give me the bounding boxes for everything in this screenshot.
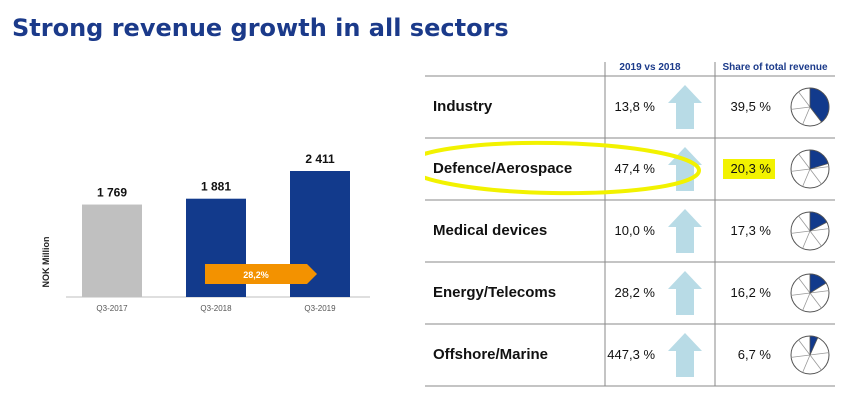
- pie-segment-line: [809, 354, 822, 371]
- share-value: 16,2 %: [730, 285, 771, 300]
- pie-segment-line: [809, 168, 822, 185]
- y-axis-label: NOK Million: [41, 237, 51, 288]
- pie-segment-line: [798, 153, 811, 170]
- pie-segment-line: [798, 339, 811, 356]
- growth-value: 28,2 %: [614, 285, 655, 300]
- pie-segment-line: [809, 352, 829, 356]
- column-header-share: Share of total revenue: [722, 62, 828, 73]
- growth-value: 10,0 %: [614, 223, 655, 238]
- share-pie-slice: [809, 149, 829, 170]
- share-value: 17,3 %: [730, 223, 771, 238]
- bar-value-label: 2 411: [305, 152, 335, 166]
- up-arrow-icon: [668, 271, 702, 315]
- highlight-circle: [425, 140, 701, 196]
- pie-segment-line: [802, 292, 811, 311]
- pie-segment-line: [802, 106, 811, 125]
- column-header-growth: 2019 vs 2018: [619, 62, 681, 73]
- sector-label: Medical devices: [433, 222, 548, 239]
- x-tick-label: Q3-2019: [304, 304, 336, 313]
- pie-segment-line: [802, 230, 811, 249]
- share-pie-slice: [809, 273, 827, 294]
- growth-arrow: [205, 264, 317, 284]
- growth-value: 447,3 %: [607, 347, 655, 362]
- pie-segment-line: [798, 215, 811, 232]
- pie-segment-line: [809, 292, 822, 309]
- pie-segment-line: [809, 228, 829, 232]
- up-arrow-icon: [668, 85, 702, 129]
- x-tick-label: Q3-2018: [200, 304, 232, 313]
- bar-value-label: 1 881: [201, 180, 231, 194]
- sector-label: Industry: [433, 98, 493, 115]
- share-highlight: [723, 159, 775, 179]
- pie-segment-line: [791, 106, 811, 110]
- pie-segment-line: [791, 292, 811, 296]
- sector-table-grid: [425, 62, 835, 387]
- revenue-bar-chart: 1 769 Q3-2017 1 881 Q3-2018 2 411 Q3-2019 NOK …: [41, 152, 370, 313]
- pie-segment-line: [802, 168, 811, 187]
- share-pie-slice: [809, 335, 819, 356]
- x-tick-label: Q3-2017: [96, 304, 128, 313]
- pie-segment-line: [791, 168, 811, 172]
- pie-segment-line: [798, 277, 811, 294]
- share-pie-slice: [809, 211, 828, 232]
- pie-segment-line: [809, 290, 829, 294]
- pie-segment-line: [809, 166, 829, 170]
- growth-value: 13,8 %: [614, 99, 655, 114]
- sector-label: Offshore/Marine: [433, 346, 549, 363]
- up-arrow-icon: [668, 333, 702, 377]
- page-title: Strong revenue growth in all sectors: [12, 14, 509, 42]
- bar-value-label: 1 769: [97, 186, 127, 200]
- sector-label: Defence/Aerospace: [433, 160, 573, 177]
- share-value: 39,5 %: [730, 99, 771, 114]
- pie-segment-line: [798, 91, 811, 108]
- growth-value: 47,4 %: [614, 161, 655, 176]
- pie-segment-line: [809, 230, 822, 247]
- share-value: 6,7 %: [737, 347, 771, 362]
- sector-table: 2019 vs 2018 Share of total revenue Indu…: [425, 62, 835, 398]
- up-arrow-icon: [668, 209, 702, 253]
- share-value: 20,3 %: [730, 161, 771, 176]
- pie-segment-line: [791, 230, 811, 234]
- bar-q3-2017: [82, 204, 142, 297]
- pie-segment-line: [791, 354, 811, 358]
- growth-arrow-label: 28,2%: [243, 270, 269, 280]
- pie-segment-line: [802, 354, 811, 373]
- sector-label: Energy/Telecoms: [433, 284, 557, 301]
- share-pie-slice: [809, 87, 830, 123]
